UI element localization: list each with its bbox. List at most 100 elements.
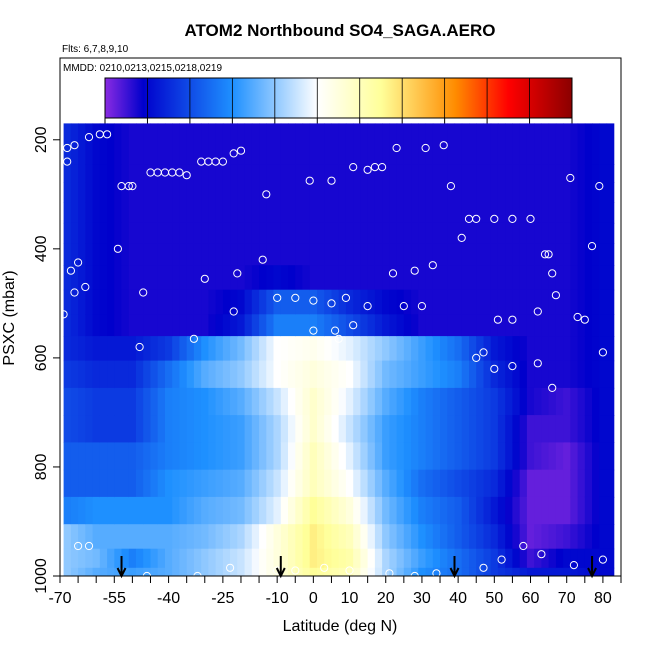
curtain-cell xyxy=(179,182,188,203)
curtain-cell xyxy=(519,202,528,224)
curtain-cell xyxy=(230,567,238,576)
curtain-cell xyxy=(461,182,470,203)
curtain-cell xyxy=(454,182,463,203)
observation-point xyxy=(103,130,112,139)
curtain-cell xyxy=(526,164,535,183)
curtain-cell xyxy=(172,524,180,550)
curtain-cell xyxy=(374,548,383,569)
curtain-cell xyxy=(280,524,289,550)
curtain-cell xyxy=(534,524,542,550)
curtain-cell xyxy=(367,442,376,471)
curtain-cell xyxy=(179,360,188,389)
curtain-cell xyxy=(121,182,130,203)
curtain-cell xyxy=(454,360,463,389)
curtain-cell xyxy=(469,360,477,389)
curtain-cell xyxy=(107,123,115,165)
curtain-cell xyxy=(497,524,506,550)
observation-point xyxy=(363,165,372,174)
curtain-cell xyxy=(555,202,564,224)
curtain-cell xyxy=(519,469,528,498)
observation-point xyxy=(60,310,68,319)
curtain-cell xyxy=(99,164,108,183)
curtain-cell xyxy=(78,265,86,291)
curtain-cell xyxy=(396,469,405,498)
curtain-cell xyxy=(208,123,217,165)
curtain-cell xyxy=(512,360,521,389)
curtain-cell xyxy=(483,567,492,576)
curtain-cell xyxy=(592,442,600,471)
curtain-cell xyxy=(403,442,412,471)
curtain-cell xyxy=(505,314,513,337)
curtain-cell xyxy=(469,202,477,224)
curtain-cell xyxy=(389,387,398,416)
curtain-cell xyxy=(280,496,289,525)
curtain-cell xyxy=(563,442,571,471)
curtain-cell xyxy=(403,360,412,389)
curtain-cell xyxy=(251,123,260,165)
curtain-cell xyxy=(172,202,180,224)
curtain-cell xyxy=(295,442,304,471)
curtain-cell xyxy=(208,289,217,315)
curtain-cell xyxy=(136,469,144,498)
curtain-cell xyxy=(526,182,535,203)
curtain-cell xyxy=(302,243,311,266)
curtain-cell xyxy=(534,548,542,569)
curtain-cell xyxy=(440,182,448,203)
curtain-cell xyxy=(497,289,506,315)
curtain-cell xyxy=(150,360,159,389)
curtain-cell xyxy=(215,469,224,498)
curtain-cell xyxy=(222,182,231,203)
curtain-cell xyxy=(92,265,101,291)
curtain-cell xyxy=(143,314,151,337)
curtain-cell xyxy=(599,222,608,244)
curtain-cell xyxy=(548,442,557,471)
curtain-cell xyxy=(230,442,238,471)
curtain-cell xyxy=(519,289,528,315)
curtain-cell xyxy=(599,548,608,569)
observation-point xyxy=(84,133,94,142)
curtain-cell xyxy=(411,496,419,525)
curtain-cell xyxy=(201,222,209,244)
curtain-cell xyxy=(70,314,79,337)
observation-point xyxy=(189,334,198,343)
curtain-cell xyxy=(193,336,202,362)
curtain-cell xyxy=(497,415,506,443)
curtain-cell xyxy=(331,442,340,471)
curtain-cell xyxy=(222,567,231,576)
curtain-cell xyxy=(222,524,231,550)
curtain-cell xyxy=(345,123,354,165)
curtain-cell xyxy=(367,496,376,525)
curtain-cell xyxy=(208,182,217,203)
curtain-cell xyxy=(526,469,535,498)
curtain-cell xyxy=(78,164,86,183)
curtain-cell xyxy=(432,567,441,576)
curtain-cell xyxy=(208,496,217,525)
curtain-cell xyxy=(78,496,86,525)
curtain-cell xyxy=(519,415,528,443)
curtain-cell xyxy=(114,567,123,576)
curtain-cell xyxy=(70,243,79,266)
curtain-cell xyxy=(374,442,383,471)
curtain-cell xyxy=(563,243,571,266)
curtain-cell xyxy=(476,387,484,416)
curtain-cell xyxy=(70,164,79,183)
curtain-cell xyxy=(215,164,224,183)
curtain-cell xyxy=(512,123,521,165)
curtain-cell xyxy=(469,164,477,183)
curtain-cell xyxy=(490,524,499,550)
curtain-cell xyxy=(273,289,282,315)
curtain-cell xyxy=(157,524,166,550)
curtain-cell xyxy=(447,222,456,244)
curtain-cell xyxy=(505,387,513,416)
curtain-cell xyxy=(563,387,571,416)
curtain-cell xyxy=(534,123,542,165)
curtain-cell xyxy=(555,336,564,362)
curtain-cell xyxy=(157,567,166,576)
curtain-cell xyxy=(63,265,72,291)
curtain-cell xyxy=(592,265,600,291)
curtain-cell xyxy=(331,360,340,389)
curtain-cell xyxy=(136,265,144,291)
curtain-cell xyxy=(440,442,448,471)
curtain-cell xyxy=(418,164,427,183)
observation-point xyxy=(74,258,83,267)
